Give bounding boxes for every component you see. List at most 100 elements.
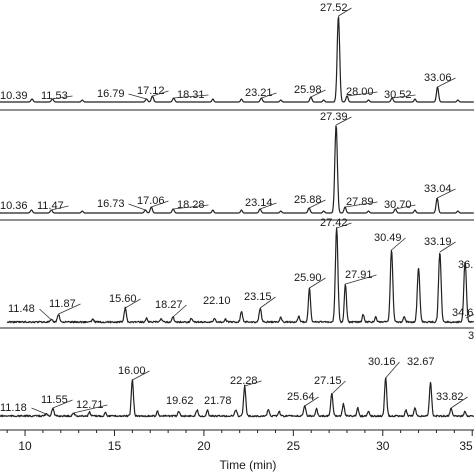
peak-leader-line [244,380,262,387]
peak-label: 23.15 [244,291,272,303]
peak-label: 3 [468,330,474,342]
peak-leader-line [385,361,400,379]
peak-label: 30.52 [384,89,412,101]
peak-label: 21.78 [204,395,232,407]
peak-label: 11.53 [41,90,68,102]
peak-label: 27.52 [320,2,348,14]
chromatogram-trace [0,16,474,103]
peak-leader-line [52,399,73,409]
x-tick-label: 25 [287,439,301,453]
peak-label: 33.06 [424,72,452,84]
peak-label: 17.12 [137,85,165,97]
peak-leader-line [152,90,169,97]
peak-label: 18.27 [155,299,183,311]
peak-label: 11.18 [0,402,27,414]
peak-leader-line [437,77,456,88]
peak-label: 34.6 [452,307,473,319]
peak-label: 23.21 [245,87,273,99]
peak-leader-line [73,404,108,414]
peak-leader-line [465,314,474,319]
peak-leader-line [439,241,456,253]
peak-leader-line [336,222,352,229]
peak-leader-line [395,204,416,210]
peak-leader-line [436,188,456,199]
peak-leader-line [172,304,187,318]
peak-leader-line [259,202,277,210]
peak-leader-line [331,380,346,395]
peak-label: 33.19 [424,236,452,248]
peak-label: 19.62 [166,395,194,407]
x-tick-label: 10 [18,439,32,453]
peak-label: 22.10 [203,295,231,307]
peak-label: 30.49 [374,232,402,244]
x-axis-label: Time (min) [220,458,277,472]
peak-label: 25.88 [294,194,322,206]
peak-leader-line [31,407,47,415]
peak-leader-line [335,116,352,126]
peak-label: 30.70 [384,199,412,211]
peak-leader-line [261,92,277,99]
trace-layer [0,16,474,418]
chromatogram-trace [6,227,474,324]
peak-label: 23.14 [245,197,273,209]
peak-label: 27.39 [320,111,348,123]
peak-label: 10.36 [0,200,28,212]
peak-leader-line [151,200,169,208]
peak-leader-line [309,277,326,289]
peak-leader-line [52,95,73,100]
peak-label: 25.64 [287,391,315,403]
peak-leader-line [132,370,150,381]
peak-leader-line [310,89,326,98]
x-tick-label: 35 [459,439,473,453]
peak-label: 30.16 [368,356,396,368]
peak-label: 11.47 [37,200,64,212]
peak-leader-line [128,203,146,211]
peak-label: 17.06 [137,195,165,207]
peak-leader-line [450,396,468,409]
peak-label: 27.91 [345,269,373,281]
peak-leader-line [344,201,378,208]
peak-leader-line [173,94,209,99]
peak-leader-line [391,237,406,251]
peak-label: 36. [458,259,473,271]
peak-leader-line [128,93,147,100]
peak-label: 18.31 [177,89,205,101]
peak-label: 16.79 [97,88,125,100]
peak-leader-line [173,204,209,210]
x-tick-label: 20 [197,439,211,453]
peak-label: 18.28 [177,199,205,211]
peak-label: 16.00 [118,365,146,377]
peak-label: 32.67 [407,356,435,368]
peak-leader-line [304,396,319,407]
chromatogram-trace [0,377,474,418]
peak-label: 28.00 [346,86,374,98]
peak-label: 33.04 [424,183,452,195]
peak-label: 11.48 [8,303,35,315]
peak-label: 15.60 [109,293,137,305]
peak-label: 16.73 [97,198,125,210]
peak-label: 27.42 [320,217,348,229]
peak-label: 11.55 [41,394,68,406]
peak-label: 11.87 [49,298,76,310]
peak-label: 12.71 [76,399,104,411]
peak-leader-line [125,298,141,309]
peak-label: 22.28 [230,375,258,387]
peak-leader-line [308,199,326,209]
peak-leader-line [346,91,378,97]
chromatogram-trace [0,125,474,214]
peak-label: 25.98 [294,84,322,96]
peak-label: 33.82 [436,391,464,403]
peak-leader-line [39,308,52,321]
x-tick-label: 30 [376,439,390,453]
peak-leader-line [260,296,276,309]
peak-leader-line [51,205,69,211]
x-tick-label: 15 [108,439,122,453]
peak-leader-line [58,303,81,315]
peak-label: 25.90 [294,272,322,284]
peak-label: 27.89 [346,196,374,208]
peak-leader-line [345,274,377,285]
peak-label-layer: 10.39 11.53 16.79 17.12 18.31 23.21 25.98 27.52… [0,2,474,415]
x-axis-ticks: 10 15 20 25 30 35 [6,430,473,453]
peak-label: 27.15 [314,375,342,387]
